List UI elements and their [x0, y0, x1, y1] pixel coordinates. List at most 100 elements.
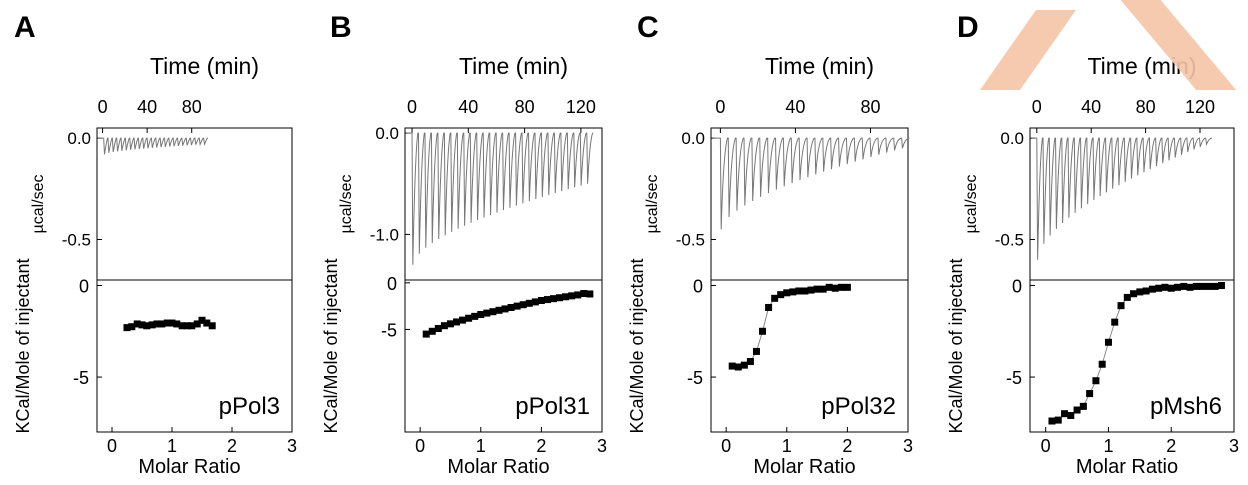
data-point: [819, 285, 827, 293]
data-point: [525, 299, 533, 307]
data-point: [163, 319, 171, 327]
panel-letter: B: [330, 11, 352, 44]
protein-label: pPol31: [515, 393, 590, 420]
data-point: [831, 284, 839, 292]
time-tick-label: 40: [1081, 97, 1101, 117]
panel-letter: C: [637, 11, 659, 44]
data-point: [1054, 416, 1062, 424]
time-tick-label: 0: [98, 97, 108, 117]
data-point: [728, 362, 736, 370]
data-point: [507, 304, 515, 312]
data-point: [562, 293, 570, 301]
kcal-tick-label: -5: [687, 368, 703, 388]
data-point: [734, 363, 742, 371]
data-point: [133, 320, 141, 328]
data-point: [777, 291, 785, 299]
data-point: [765, 303, 773, 311]
data-point: [168, 319, 176, 327]
data-point: [173, 320, 181, 328]
molar-tick-label: 0: [107, 436, 117, 456]
ucal-axis-title: µcal/sec: [30, 174, 47, 233]
data-point: [1104, 338, 1112, 346]
data-point: [513, 302, 521, 310]
data-point: [543, 296, 551, 304]
kcal-tick-label: 0: [387, 274, 397, 294]
data-point: [1086, 390, 1094, 398]
data-point: [123, 324, 131, 332]
molar-tick-label: 0: [1041, 436, 1051, 456]
time-tick-label: 0: [715, 97, 725, 117]
data-point: [1174, 283, 1182, 291]
data-point: [1117, 302, 1125, 310]
data-point: [1211, 282, 1219, 290]
time-axis-title: Time (min): [150, 53, 259, 79]
panel-a: A Time (min) 0 40 80 0.0 -0.5 µcal/sec 0 1 2 3 0 -5 Mo…: [13, 11, 297, 478]
data-point: [837, 283, 845, 291]
kcal-tick-label: 0: [79, 276, 89, 296]
kcal-tick-label: 0: [693, 276, 703, 296]
data-point: [1136, 288, 1144, 296]
data-point: [1048, 417, 1056, 425]
fit-curve: [732, 286, 848, 368]
molar-tick-label: 3: [287, 436, 297, 456]
molar-tick-label: 1: [476, 436, 486, 456]
data-point: [501, 305, 509, 313]
time-axis-title: Time (min): [459, 53, 568, 79]
data-point: [198, 316, 206, 324]
data-point: [483, 309, 491, 317]
time-tick-label: 120: [1185, 97, 1215, 117]
data-point: [193, 320, 201, 328]
data-point: [1079, 402, 1087, 410]
ucal-axis-title: µcal/sec: [963, 174, 980, 233]
molar-tick-label: 1: [782, 436, 792, 456]
data-point: [446, 320, 454, 328]
panel-b: B Time (min) 0 40 80 120 0.0 -1.0 µcal/sec 0 1 2 3 0 -…: [321, 11, 607, 478]
ucal-tick-label: -0.5: [676, 230, 705, 249]
time-tick-label: 0: [1032, 97, 1042, 117]
data-point: [1167, 284, 1175, 292]
thermogram-trace: [1031, 137, 1212, 260]
data-point: [471, 312, 479, 320]
molar-tick-label: 2: [1166, 436, 1176, 456]
molar-tick-label: 3: [1229, 436, 1239, 456]
kcal-axis-title: KCal/Mole of injectant: [321, 258, 341, 433]
data-point: [138, 321, 146, 329]
data-point: [801, 287, 809, 295]
data-point: [1092, 377, 1100, 385]
panel-c: C Time (min) 0 40 80 0.0 -0.5 µcal/sec 0 1 2 3 0 -5 Mo…: [627, 11, 913, 478]
data-point: [519, 301, 527, 309]
data-point: [1130, 290, 1138, 298]
ucal-tick-label: 0.0: [1000, 129, 1024, 148]
time-tick-label: 0: [407, 97, 417, 117]
molar-tick-label: 2: [227, 436, 237, 456]
data-point: [1192, 282, 1200, 290]
ucal-axis-title: µcal/sec: [338, 174, 355, 233]
molar-axis-title: Molar Ratio: [1076, 456, 1178, 478]
data-point: [1061, 410, 1069, 418]
time-tick-label: 80: [515, 97, 535, 117]
data-point: [128, 323, 136, 331]
data-point: [188, 322, 196, 330]
molar-tick-label: 1: [167, 436, 177, 456]
data-point: [1205, 282, 1213, 290]
protein-label: pPol32: [821, 393, 896, 420]
data-point: [1123, 293, 1131, 301]
data-point: [495, 306, 503, 314]
data-point: [1155, 284, 1163, 292]
molar-tick-label: 1: [1103, 436, 1113, 456]
molar-tick-label: 0: [721, 436, 731, 456]
data-point: [759, 327, 767, 335]
data-point: [1111, 318, 1119, 326]
data-point: [453, 318, 461, 326]
ucal-tick-label: 0.0: [681, 129, 705, 148]
data-point: [422, 330, 430, 338]
kcal-tick-label: -5: [381, 320, 397, 340]
ucal-tick-label: 0.0: [67, 129, 91, 148]
time-tick-label: 80: [860, 97, 880, 117]
kcal-tick-label: 0: [1012, 276, 1022, 296]
molar-axis-title: Molar Ratio: [447, 456, 549, 478]
data-point: [440, 322, 448, 330]
data-point: [740, 361, 748, 369]
data-point: [148, 321, 156, 329]
time-axis-title: Time (min): [1087, 53, 1196, 79]
